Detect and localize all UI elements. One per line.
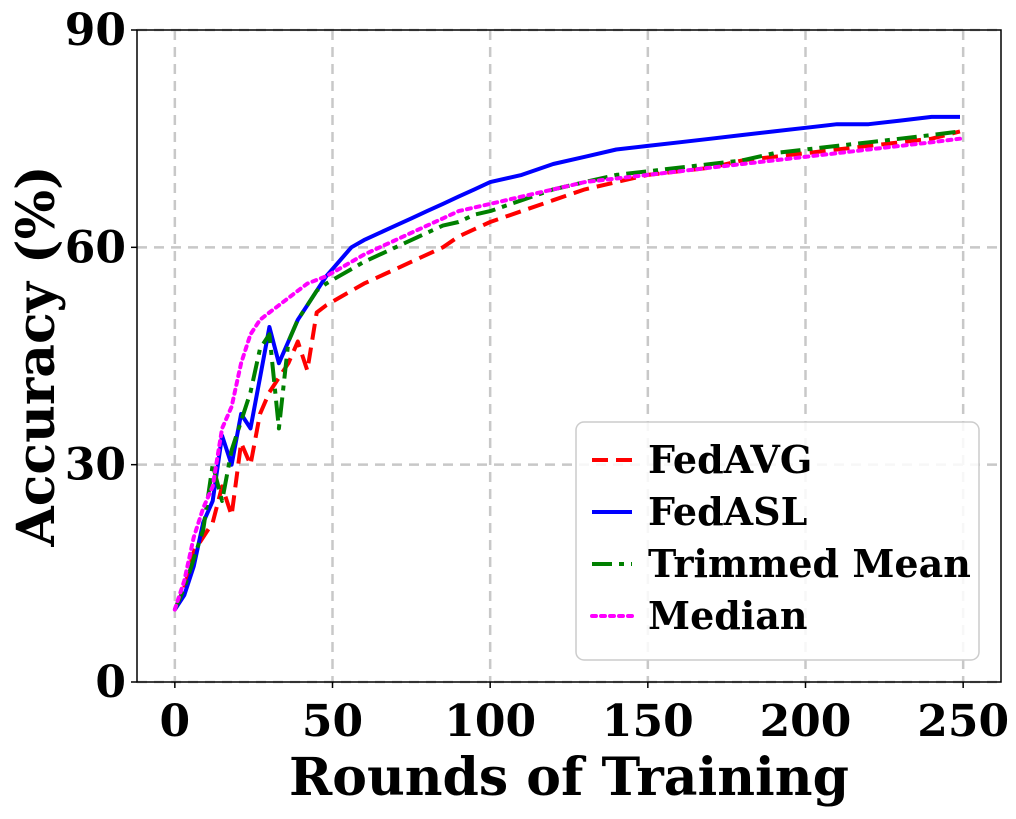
y-axis-title: Accuracy (%) bbox=[6, 165, 67, 547]
legend-label-median: Median bbox=[648, 593, 808, 638]
series-line-trimmed-mean bbox=[172, 129, 961, 611]
x-tick-label: 250 bbox=[917, 696, 1009, 747]
plot-frame bbox=[136, 29, 1002, 683]
x-tick-label: 100 bbox=[444, 696, 536, 747]
x-tick-label: 150 bbox=[602, 696, 694, 747]
legend-label-fedavg: FedAVG bbox=[648, 437, 812, 482]
x-tick-label: 200 bbox=[760, 696, 852, 747]
legend-frame bbox=[575, 421, 980, 661]
series-lines bbox=[172, 114, 962, 612]
x-tick-label: 0 bbox=[160, 696, 191, 747]
x-tick-label: 50 bbox=[302, 696, 363, 747]
legend-label-fedasl: FedASL bbox=[648, 489, 807, 534]
legend-label-trimmed-mean: Trimmed Mean bbox=[648, 541, 971, 586]
legend: FedAVG FedASL Trimmed Mean Median bbox=[575, 421, 980, 661]
y-tick-label: 0 bbox=[95, 657, 126, 708]
y-tick-label: 90 bbox=[65, 5, 126, 56]
series-line-median bbox=[172, 136, 962, 612]
y-tick-label: 60 bbox=[65, 222, 126, 273]
series-line-fedavg bbox=[172, 129, 961, 611]
series-line-fedasl bbox=[173, 114, 960, 611]
y-tick-label: 30 bbox=[65, 440, 126, 491]
x-axis-title: Rounds of Training bbox=[289, 747, 849, 808]
tick-labels: 0 50 100 150 200 250 0 30 60 90 bbox=[65, 5, 1009, 747]
